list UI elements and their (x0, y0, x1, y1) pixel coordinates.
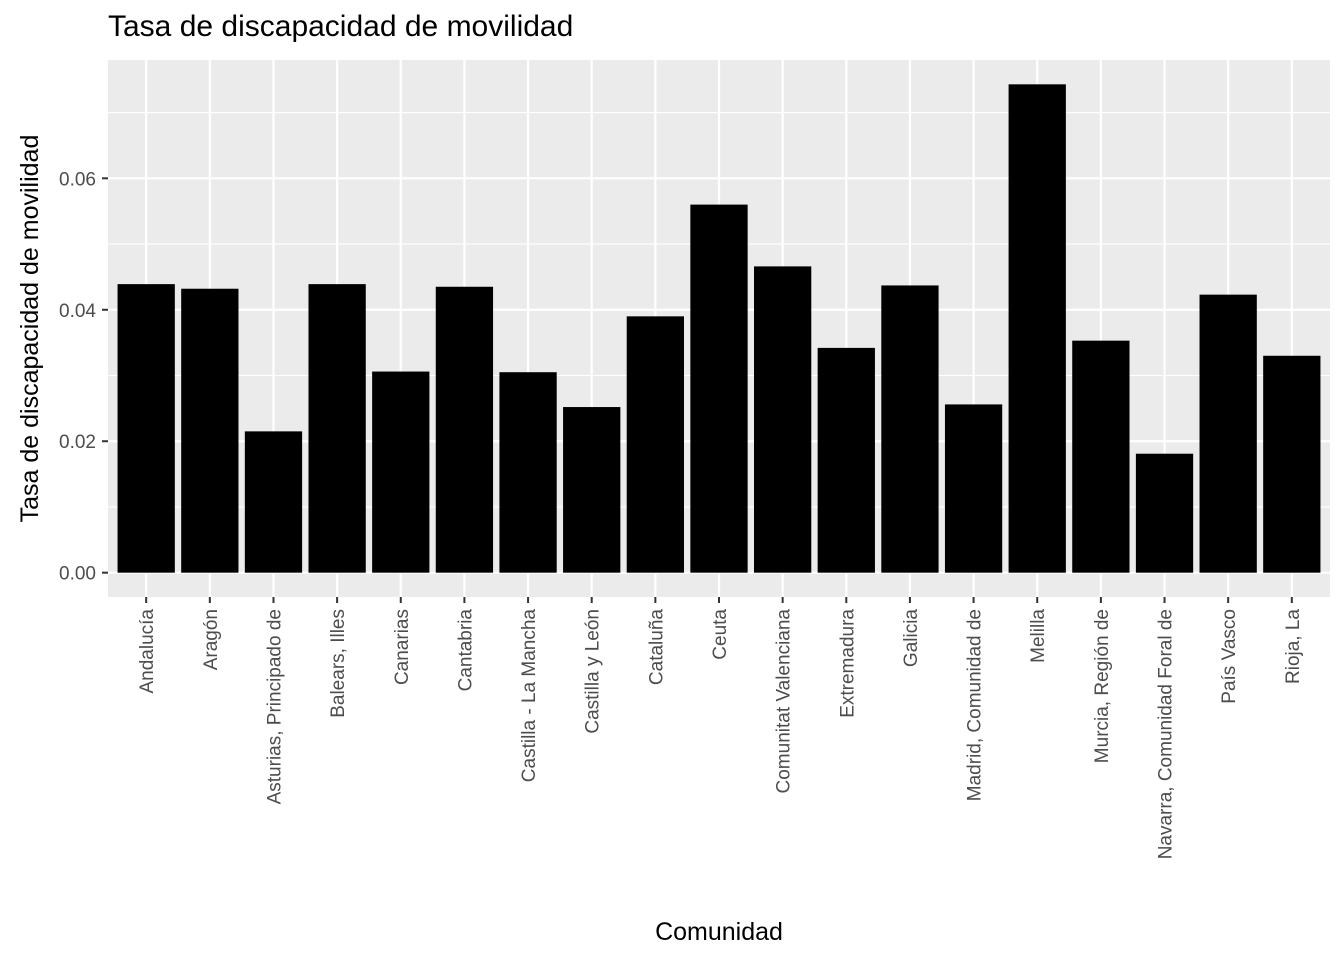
bar (1135, 453, 1194, 573)
bar (626, 316, 684, 573)
y-tick-label: 0.06 (59, 169, 96, 190)
x-tick-label: Extremadura (837, 609, 858, 718)
x-tick-label: Asturias, Principado de (264, 609, 285, 804)
bar (308, 284, 366, 573)
x-tick-label: Canarias (392, 609, 413, 685)
bars (117, 84, 1321, 573)
bar (563, 407, 621, 573)
x-tick-label: Galicia (901, 609, 922, 668)
bar (499, 372, 557, 573)
x-tick-label: Ceuta (710, 609, 731, 660)
x-tick-label: Cataluña (646, 609, 667, 685)
bar (435, 286, 494, 573)
x-tick-label: Murcia, Región de (1092, 609, 1113, 763)
x-tick-label: Cantabria (455, 609, 476, 692)
y-axis: 0.00 0.02 0.04 0.06 (59, 169, 108, 585)
chart-title: Tasa de discapacidad de movilidad (108, 10, 574, 43)
x-tick-label: Melilla (1028, 609, 1049, 663)
x-tick-label: Castilla - La Mancha (519, 609, 540, 783)
bar (754, 266, 812, 573)
bar (817, 347, 875, 573)
bar (117, 284, 175, 573)
y-axis-title: Tasa de discapacidad de movilidad (16, 135, 44, 523)
bar (372, 371, 430, 573)
x-tick-label: Rioja, La (1283, 609, 1304, 684)
x-tick-label: Castilla y León (583, 609, 604, 734)
x-tick-label: Andalucía (137, 609, 158, 694)
bar (1263, 355, 1321, 573)
bar (944, 404, 1003, 573)
y-tick-label: 0.02 (59, 432, 96, 453)
x-tick-label: Aragón (201, 609, 222, 670)
x-tick-label: Navarra, Comunidad Foral de (1156, 609, 1177, 859)
bar (690, 204, 748, 573)
bar (1072, 340, 1130, 573)
x-tick-label: Comunitat Valenciana (774, 609, 795, 794)
bar (1008, 84, 1066, 573)
bar (244, 431, 303, 573)
x-tick-label: País Vasco (1219, 609, 1240, 704)
y-tick-label: 0.00 (59, 564, 96, 585)
x-tick-label: Madrid, Comunidad de (965, 609, 986, 801)
x-tick-label: Balears, Illes (328, 609, 349, 718)
x-axis: Andalucía Aragón Asturias, Principado de Ba… (137, 597, 1304, 859)
x-axis-title: Comunidad (655, 918, 783, 946)
bar (881, 285, 939, 573)
y-tick-label: 0.04 (59, 301, 96, 322)
bar (181, 288, 239, 573)
bar (1199, 294, 1257, 573)
